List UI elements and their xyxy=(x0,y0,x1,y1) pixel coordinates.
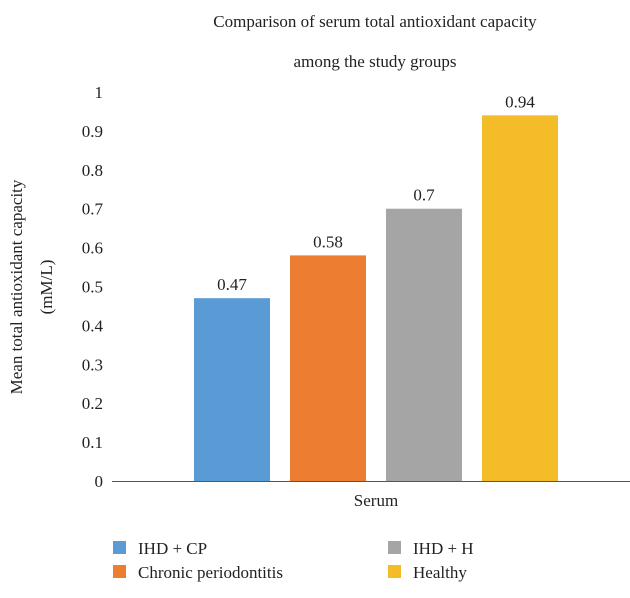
legend-swatch xyxy=(113,541,126,554)
y-tick-label: 1 xyxy=(95,83,104,102)
x-category-label: Serum xyxy=(354,491,398,510)
y-tick-label: 0.4 xyxy=(82,316,104,335)
chart-title: Comparison of serum total antioxidant ca… xyxy=(213,12,537,71)
y-tick-label: 0.5 xyxy=(82,278,103,297)
y-tick-label: 0.8 xyxy=(82,161,103,180)
legend-label: IHD + H xyxy=(413,539,474,558)
y-tick-label: 0.3 xyxy=(82,355,103,374)
y-tick-label: 0 xyxy=(95,472,104,491)
chart-title-line: among the study groups xyxy=(294,52,457,71)
y-tick-label: 0.6 xyxy=(82,239,103,258)
bar-ihd-h xyxy=(386,208,462,481)
chart-title-line: Comparison of serum total antioxidant ca… xyxy=(213,12,537,31)
bars xyxy=(194,115,558,481)
bar-value-label: 0.58 xyxy=(313,232,343,251)
bar-value-label: 0.47 xyxy=(217,275,247,294)
y-tick-label: 0.1 xyxy=(82,433,103,452)
y-tick-label: 0.9 xyxy=(82,122,103,141)
bar-ihd-cp xyxy=(194,298,270,481)
legend-swatch xyxy=(113,565,126,578)
y-axis-title-line: (mM/L) xyxy=(37,260,56,315)
data-labels: 0.47 0.58 0.7 0.94 xyxy=(217,92,535,294)
bar-healthy xyxy=(482,115,558,481)
legend-label: Healthy xyxy=(413,563,467,582)
legend: IHD + CP Chronic periodontitis IHD + H Heal… xyxy=(113,539,474,582)
y-axis-ticks: 0 0.1 0.2 0.3 0.4 0.5 0.6 0.7 0.8 0.9 1 xyxy=(82,83,104,491)
y-axis-title: Mean total antioxidant capacity (mM/L) xyxy=(7,179,56,394)
y-axis-title-line: Mean total antioxidant capacity xyxy=(7,179,26,394)
legend-label: Chronic periodontitis xyxy=(138,563,283,582)
bar-chronic-periodontitis xyxy=(290,255,366,481)
legend-swatch xyxy=(388,541,401,554)
legend-label: IHD + CP xyxy=(138,539,207,558)
bar-value-label: 0.7 xyxy=(413,186,435,205)
y-tick-label: 0.2 xyxy=(82,394,103,413)
bar-value-label: 0.94 xyxy=(505,92,535,111)
y-tick-label: 0.7 xyxy=(82,200,104,219)
legend-swatch xyxy=(388,565,401,578)
